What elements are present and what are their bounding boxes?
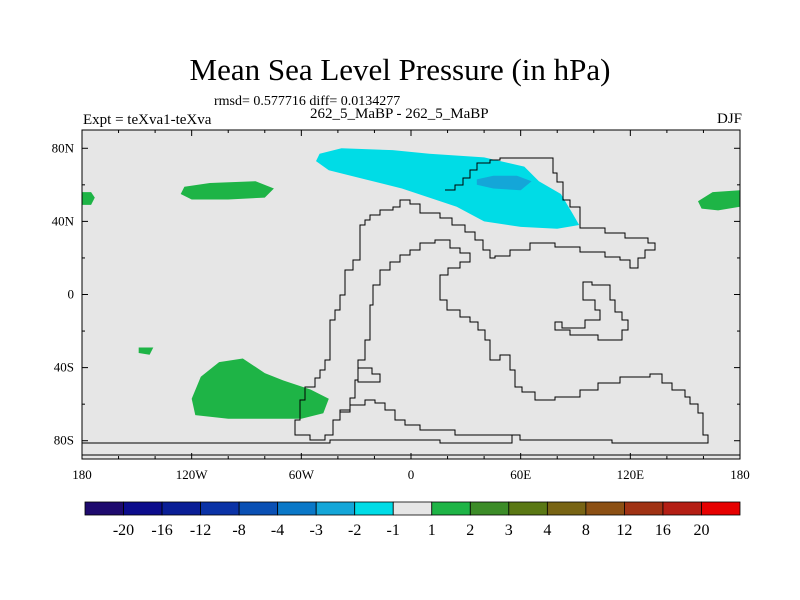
gondwana-inner-coast xyxy=(357,367,381,383)
x-tick-label: 180 xyxy=(730,467,750,482)
north-pacific-green-region xyxy=(180,181,274,200)
southern-green-region xyxy=(191,358,329,419)
colorbar-swatch xyxy=(84,501,124,516)
anomaly-regions xyxy=(82,148,740,419)
northern-cyan-anomaly-region xyxy=(316,148,580,229)
x-tick-label: 180 xyxy=(72,467,92,482)
colorbar-label: -16 xyxy=(151,522,172,539)
colorbar-swatch xyxy=(123,501,163,516)
x-tick-label: 60W xyxy=(289,467,315,482)
far-west-green-region xyxy=(82,192,95,205)
colorbar-label: -20 xyxy=(113,522,134,539)
laurasia-coastline xyxy=(294,157,709,444)
colorbar-swatch xyxy=(546,501,587,516)
y-tick-label: 40S xyxy=(54,360,74,375)
experiment-subtitle: 262_5_MaBP - 262_5_MaBP xyxy=(310,106,489,122)
colorbar-swatch xyxy=(585,501,625,516)
y-axis: 80N 40N 0 40S 80S xyxy=(52,140,740,448)
colorbar-swatch xyxy=(161,501,201,516)
x-tick-label: 120W xyxy=(176,467,209,482)
colorbar-label: -12 xyxy=(190,522,211,539)
colorbar-swatch xyxy=(508,501,548,516)
colorbar-swatch xyxy=(701,501,741,516)
tethys-island-coast xyxy=(554,281,629,341)
x-tick-label: 0 xyxy=(408,467,415,482)
colorbar-swatch xyxy=(469,501,510,516)
colorbar-label: 12 xyxy=(616,522,632,539)
y-tick-label: 40N xyxy=(52,213,75,228)
colorbar-swatch xyxy=(624,501,664,516)
x-axis: 180 120W 60W 0 60E 120E 180 xyxy=(72,130,750,482)
colorbar-label: 2 xyxy=(466,522,474,539)
colorbar-label: 16 xyxy=(655,522,671,539)
colorbar-swatch xyxy=(200,501,240,516)
colorbar-label: -8 xyxy=(232,522,245,539)
colorbar: -20 -16 -12 -8 -4 -3 -2 -1 1 2 3 4 8 12 16 20 xyxy=(84,501,741,539)
colorbar-swatch xyxy=(315,501,356,516)
colorbar-label: -2 xyxy=(348,522,361,539)
colorbar-swatch xyxy=(431,501,471,516)
x-tick-label: 120E xyxy=(617,467,645,482)
chart-title: Mean Sea Level Pressure (in hPa) xyxy=(189,52,611,87)
colorbar-swatch xyxy=(277,501,317,516)
colorbar-swatch xyxy=(662,501,702,516)
x-tick-label: 60E xyxy=(510,467,531,482)
colorbar-label: 1 xyxy=(428,522,436,539)
season-label: DJF xyxy=(716,111,742,127)
colorbar-label: -4 xyxy=(271,522,284,539)
colorbar-label: -1 xyxy=(387,522,400,539)
arctic-blue-core-region xyxy=(476,175,532,191)
east-pacific-green-region xyxy=(698,190,740,211)
y-tick-label: 80N xyxy=(52,140,75,155)
colorbar-label: 8 xyxy=(582,522,590,539)
colorbar-swatch xyxy=(238,501,279,516)
colorbar-label: 4 xyxy=(543,522,551,539)
small-south-pacific-green-region xyxy=(138,347,154,355)
y-tick-label: 80S xyxy=(54,433,74,448)
colorbar-swatch xyxy=(354,501,394,516)
colorbar-label: 20 xyxy=(694,522,710,539)
colorbar-swatch xyxy=(392,501,433,516)
colorbar-label: 3 xyxy=(505,522,513,539)
stats-label: rmsd= 0.577716 diff= 0.0134277 xyxy=(214,94,401,109)
colorbar-label: -3 xyxy=(310,522,323,539)
y-tick-label: 0 xyxy=(68,287,75,302)
experiment-label: Expt = teXva1-teXva xyxy=(83,112,212,128)
